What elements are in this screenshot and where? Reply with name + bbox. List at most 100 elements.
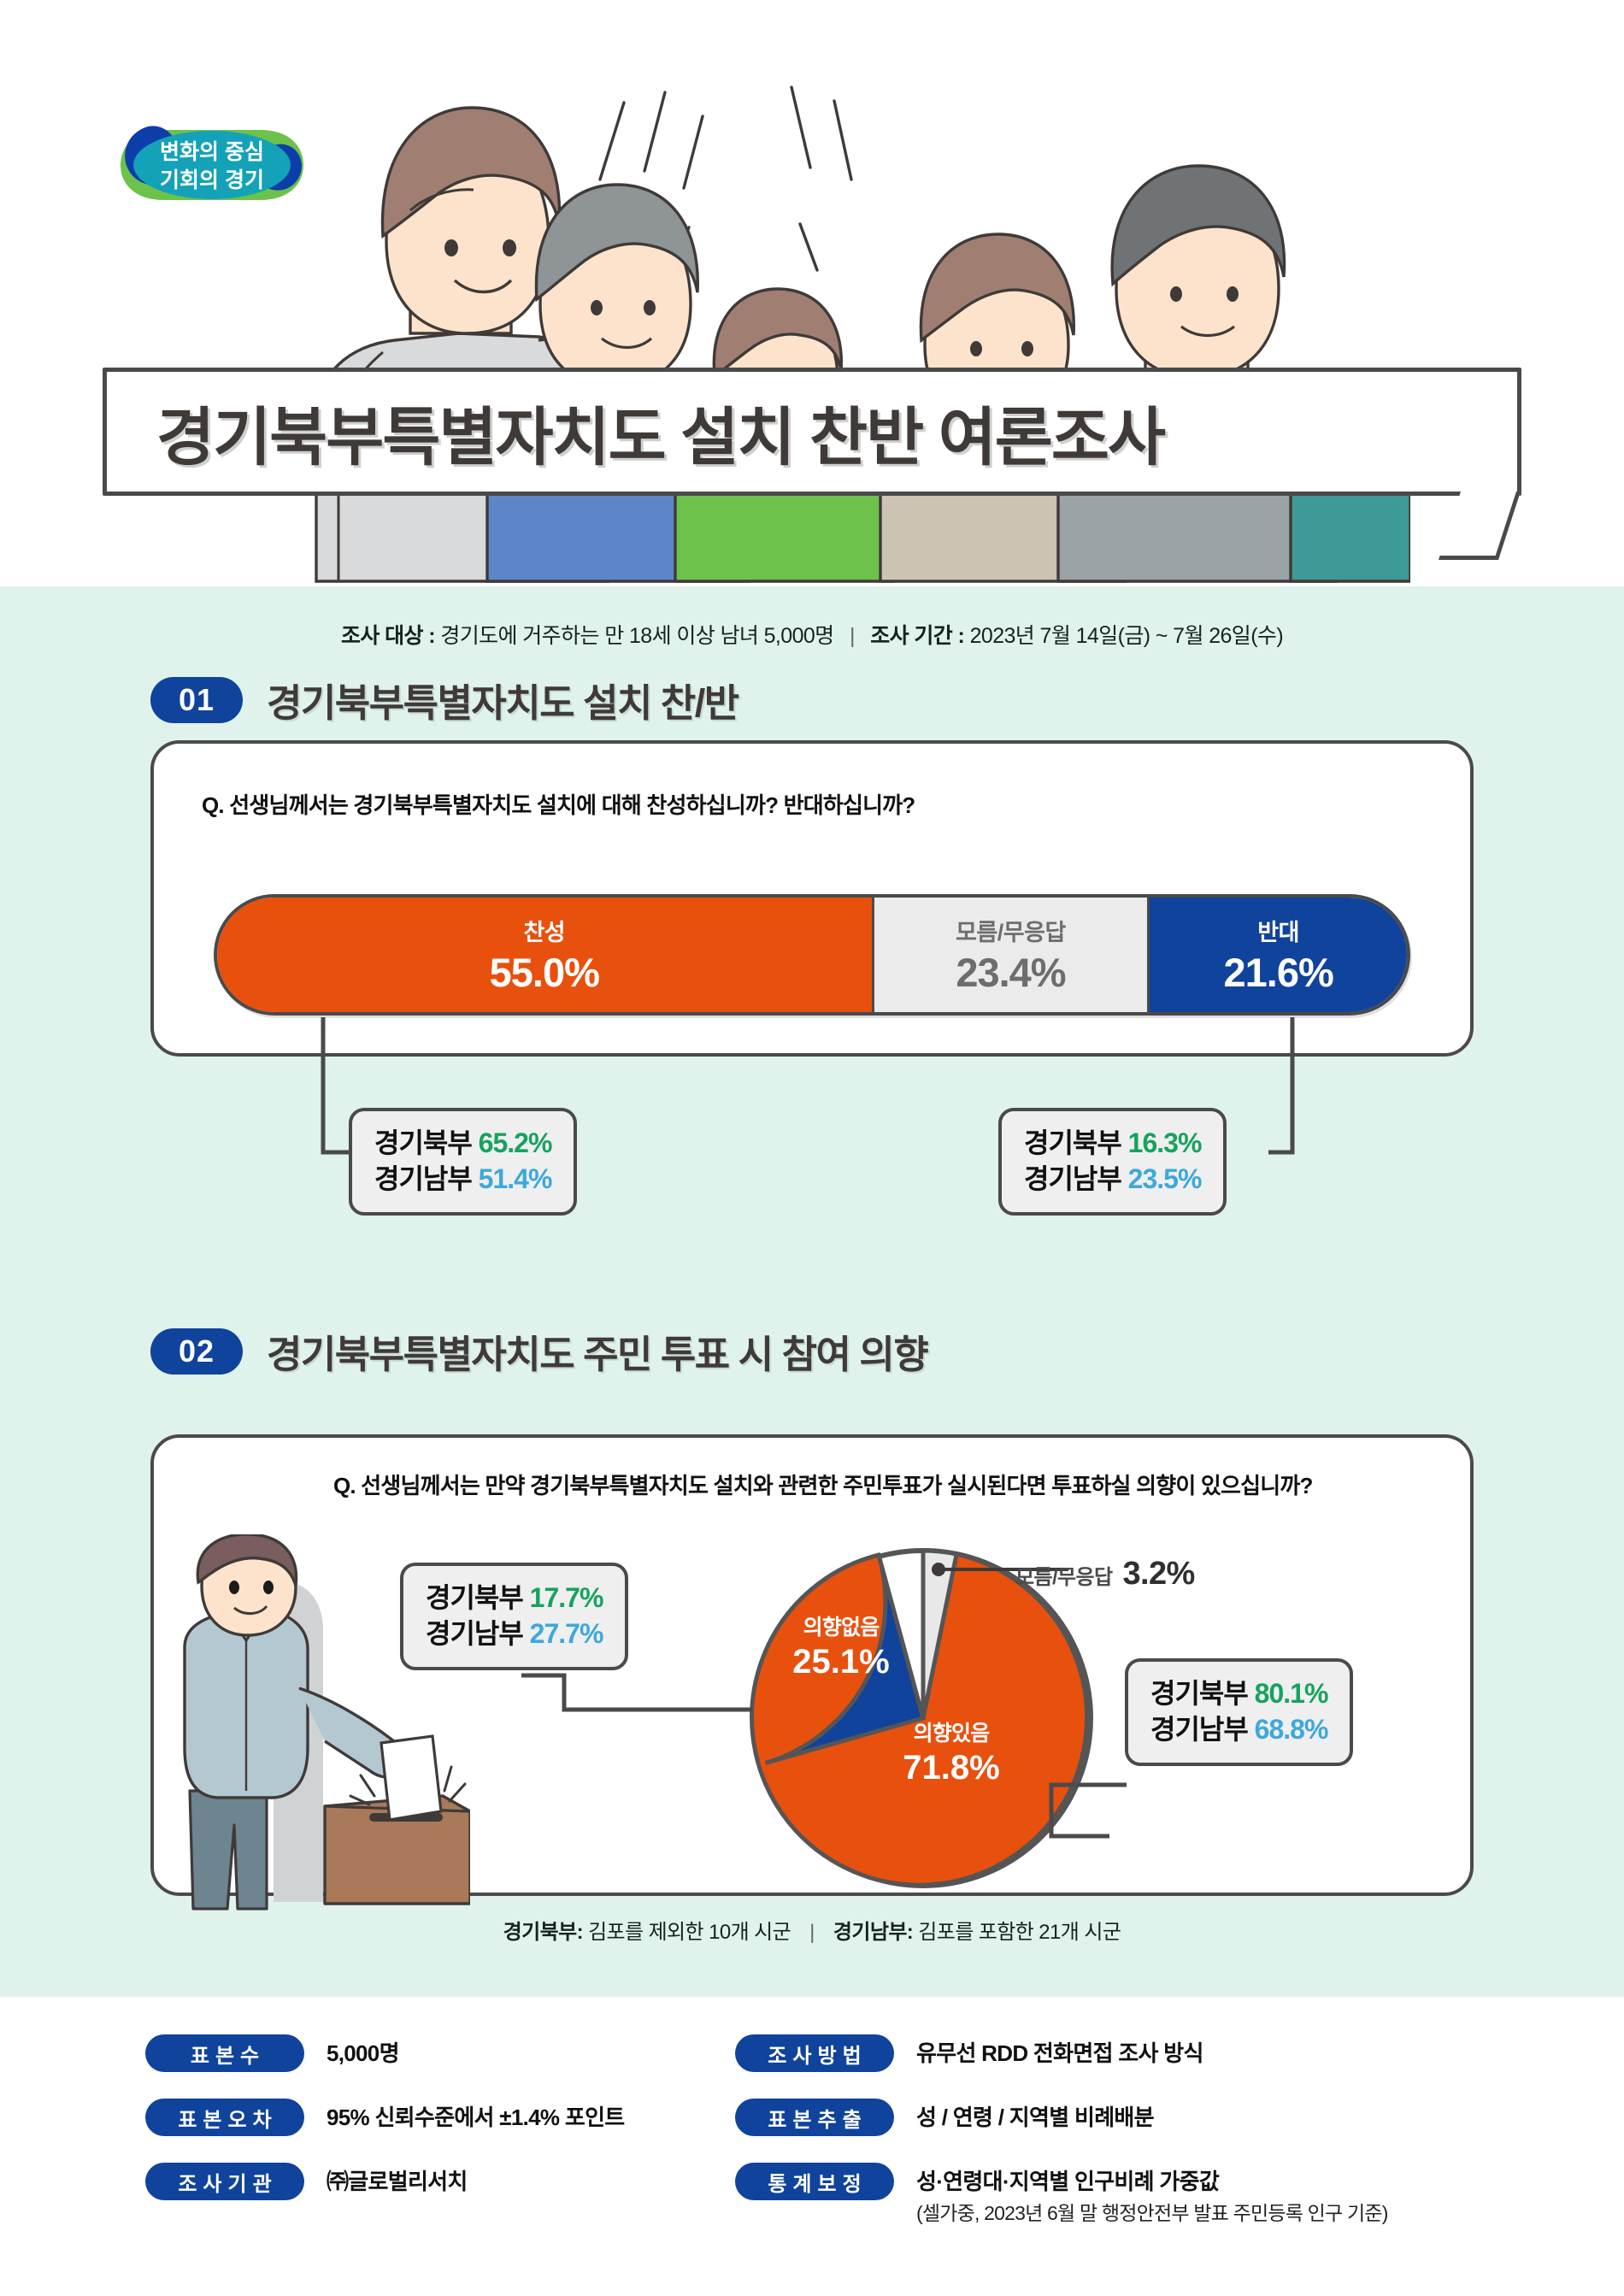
footer-value-weighting: 성·연령대·지역별 인구비례 가중값 [916,2169,1220,2194]
survey-meta: 조사 대상 : 경기도에 거주하는 만 18세 이상 남녀 5,000명 | 조… [0,619,1624,650]
hero-section: 변화의 중심 기회의 경기 [0,0,1624,590]
callout-south-value: 51.4% [478,1163,553,1195]
footer-subvalue-weighting: (셀가중, 2023년 6월 말 행정안전부 발표 주민등록 인구 기준) [916,2201,1388,2224]
footer-value-sampling: 성 / 연령 / 지역별 비례배분 [916,2105,1155,2130]
section-header-01: 01 경기북부특별자치도 설치 찬/반 [150,672,739,727]
footer-methodology: 표본수 5,000명 표본오차 95% 신뢰수준에서 ±1.4% 포인트 조사기… [0,1997,1624,2296]
bar-label-dontknow: 모름/무응답 [956,920,1066,945]
footer-tag-sample-size: 표본수 [145,2034,304,2072]
meta-period-value: 2023년 7월 14일(금) ~ 7월 26일(수) [969,624,1284,648]
section-header-02: 02 경기북부특별자치도 주민 투표 시 참여 의향 [150,1323,929,1379]
callout-south-label: 경기남부 [374,1163,473,1195]
meta-period-label: 조사 기간 : [870,624,965,648]
people-illustration [282,51,1410,590]
bar-value-dontknow: 23.4% [956,950,1066,995]
callout-south-value: 23.5% [1127,1163,1203,1195]
footer-column-right: 조사방법 유무선 RDD 전화면접 조사 방식 표본추출 성 / 연령 / 지역… [735,2034,1590,2253]
callout-row-north: 경기북부 16.3% [1024,1125,1203,1161]
stacked-bar-q1: 찬성 55.0% 모름/무응답 23.4% 반대 21.6% [214,894,1410,1016]
callout-q1-oppose: 경기북부 16.3% 경기남부 23.5% [998,1108,1227,1216]
callout-south-label: 경기남부 [1024,1163,1122,1195]
meta-separator: | [849,624,855,648]
voter-illustration [145,1534,470,1915]
bar-value-oppose: 21.6% [1223,950,1334,995]
bar-segment-dontknow[interactable]: 모름/무응답 23.4% [871,898,1150,1012]
region-note-separator: | [809,1921,815,1944]
question-01: Q. 선생님께서는 경기북부특별자치도 설치에 대해 찬성하십니까? 반대하십니… [202,792,915,818]
section-number-01: 01 [150,676,243,723]
section-number-02: 02 [150,1328,243,1375]
pie-dontknow-value: 3.2% [1122,1556,1195,1592]
footer-value-agency: ㈜글로벌리서치 [327,2169,468,2194]
footer-row-agency: 조사기관 ㈜글로벌리서치 [145,2163,778,2200]
pie-label-no-intend-value: 25.1% [792,1643,890,1681]
pie-label-intend-text: 의향있음 [913,1722,991,1746]
footer-value-method: 유무선 RDD 전화면접 조사 방식 [916,2040,1203,2066]
region-definition-note: 경기북부: 김포를 제외한 10개 시군 | 경기남부: 김포를 포함한 21개… [0,1915,1624,1945]
region-south-text: 김포를 포함한 21개 시군 [918,1921,1121,1944]
pie-slice-no-intend[interactable] [764,1554,927,1765]
logo-line1: 변화의 중심 [160,140,264,164]
bar-value-agree: 55.0% [489,950,600,995]
callout-row-north: 경기북부 80.1% [1150,1675,1329,1711]
footer-row-method: 조사방법 유무선 RDD 전화면접 조사 방식 [735,2034,1590,2072]
gyeonggi-logo: 변화의 중심 기회의 경기 [114,109,310,221]
footer-tag-weighting: 통계보정 [735,2163,894,2200]
footer-row-weighting: 통계보정 성·연령대·지역별 인구비례 가중값 (셀가중, 2023년 6월 말… [735,2163,1590,2227]
question-02: Q. 선생님께서는 만약 경기북부특별자치도 설치와 관련한 주민투표가 실시된… [333,1473,1313,1498]
pie-label-no-intend: 의향없음 25.1% [766,1610,916,1681]
pie-dontknow-callout: 모름/무응답 3.2% [1015,1556,1195,1592]
footer-row-margin-error: 표본오차 95% 신뢰수준에서 ±1.4% 포인트 [145,2099,778,2136]
callout-row-south: 경기남부 68.8% [1150,1711,1329,1747]
pie-label-no-intend-text: 의향없음 [803,1616,880,1640]
footer-tag-agency: 조사기관 [145,2163,304,2200]
callout-row-south: 경기남부 51.4% [374,1161,553,1197]
callout-north-label: 경기북부 [1024,1127,1122,1158]
callout-north-label: 경기북부 [1150,1678,1249,1709]
region-south-label: 경기남부: [833,1921,914,1944]
callout-south-value: 27.7% [529,1618,604,1650]
bar-segment-oppose[interactable]: 반대 21.6% [1150,898,1407,1012]
footer-value-sample-size: 5,000명 [327,2040,399,2066]
region-north-text: 김포를 제외한 10개 시군 [588,1921,791,1944]
callout-north-value: 16.3% [1127,1127,1203,1158]
callout-north-label: 경기북부 [426,1582,524,1613]
callout-row-south: 경기남부 27.7% [426,1616,603,1651]
title-ribbon: 경기북부특별자치도 설치 찬반 여론조사 [103,368,1521,560]
callout-north-label: 경기북부 [374,1127,473,1158]
footer-column-left: 표본수 5,000명 표본오차 95% 신뢰수준에서 ±1.4% 포인트 조사기… [145,2034,778,2227]
pie-dontknow-label: 모름/무응답 [1015,1566,1113,1589]
footer-value-margin-error: 95% 신뢰수준에서 ±1.4% 포인트 [327,2105,625,2130]
pie-chart-q2: 의향없음 25.1% 의향있음 71.8% [744,1539,1103,1898]
callout-south-label: 경기남부 [1150,1714,1249,1746]
footer-row-sampling: 표본추출 성 / 연령 / 지역별 비례배분 [735,2099,1590,2136]
callout-q2-intend: 경기북부 80.1% 경기남부 68.8% [1125,1658,1354,1767]
callout-row-south: 경기남부 23.5% [1024,1161,1203,1197]
callout-north-value: 80.1% [1254,1678,1329,1709]
callout-row-north: 경기북부 65.2% [374,1125,553,1161]
pie-slice-dontknow[interactable] [921,1548,960,1719]
meta-target-label: 조사 대상 : [340,624,436,648]
callout-south-label: 경기남부 [426,1618,524,1650]
footer-tag-sampling: 표본추출 [735,2099,894,2136]
page-title: 경기북부특별자치도 설치 찬반 여론조사 [156,401,1166,473]
callout-north-value: 65.2% [478,1127,553,1158]
logo-line2: 기회의 경기 [160,168,264,192]
callout-north-value: 17.7% [529,1582,604,1613]
pie-label-intend-value: 71.8% [903,1749,1000,1787]
bar-segment-agree[interactable]: 찬성 55.0% [217,898,872,1012]
callout-row-north: 경기북부 17.7% [426,1580,603,1616]
section-title-01: 경기북부특별자치도 설치 찬/반 [267,681,739,725]
bar-label-agree: 찬성 [523,920,566,945]
bar-label-oppose: 반대 [1257,920,1299,945]
callout-q2-no-intend: 경기북부 17.7% 경기남부 27.7% [400,1563,629,1671]
meta-target-value: 경기도에 거주하는 만 18세 이상 남녀 5,000명 [440,624,834,648]
pie-label-intend: 의향있음 71.8% [870,1716,1033,1787]
footer-row-sample-size: 표본수 5,000명 [145,2034,778,2072]
footer-tag-margin-error: 표본오차 [145,2099,304,2136]
footer-tag-method: 조사방법 [735,2034,894,2072]
ribbon-fold [1439,492,1521,560]
callout-south-value: 68.8% [1254,1714,1329,1746]
section-title-02: 경기북부특별자치도 주민 투표 시 참여 의향 [267,1333,929,1376]
